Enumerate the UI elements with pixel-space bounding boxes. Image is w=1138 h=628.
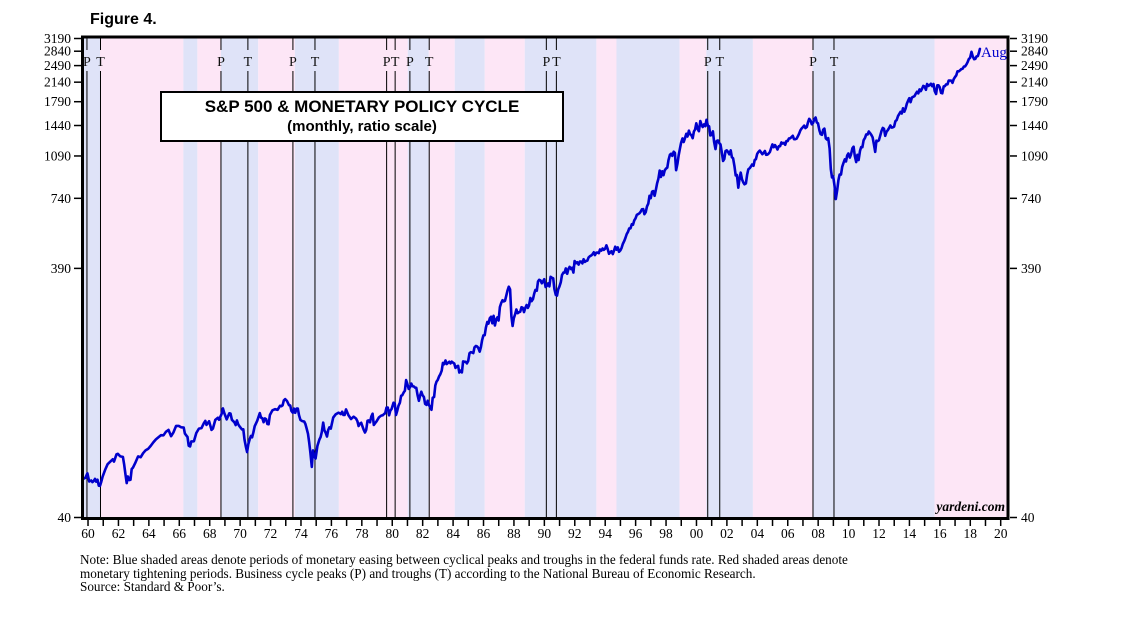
x-tick-label: 08	[811, 526, 825, 541]
y-tick-label-left: 2490	[44, 58, 71, 73]
x-tick-label: 02	[720, 526, 734, 541]
x-tick-label: 82	[416, 526, 430, 541]
tightening-band	[197, 38, 221, 518]
easing-band	[183, 38, 198, 518]
cycle-marker-label-T: T	[96, 55, 105, 70]
y-tick-label-right: 3190	[1021, 31, 1048, 46]
cycle-marker-label-T: T	[715, 55, 724, 70]
cycle-marker-label-P: P	[542, 55, 550, 70]
cycle-marker-label-P: P	[289, 55, 297, 70]
watermark: yardeni.com	[936, 499, 1005, 514]
y-tick-label-left: 1440	[44, 118, 71, 133]
y-tick-label-right: 390	[1021, 261, 1042, 276]
x-tick-label: 92	[568, 526, 582, 541]
y-tick-label-left: 2140	[44, 75, 71, 90]
tightening-band	[934, 38, 1008, 518]
y-tick-label-right: 40	[1021, 510, 1035, 525]
y-tick-label-right: 1440	[1021, 118, 1048, 133]
y-tick-label-right: 740	[1021, 191, 1042, 206]
cycle-marker-label-P: P	[406, 55, 414, 70]
footnote: Note: Blue shaded areas denote periods o…	[80, 553, 848, 594]
figure-label: Figure 4.	[90, 11, 157, 28]
tightening-band	[752, 38, 813, 518]
x-tick-label: 60	[81, 526, 95, 541]
cycle-marker-label-P: P	[704, 55, 712, 70]
cycle-marker-label-T: T	[552, 55, 561, 70]
chart-title-box: S&P 500 & MONETARY POLICY CYCLE (monthly…	[160, 91, 564, 142]
tightening-band	[679, 38, 707, 518]
tightening-band	[596, 38, 617, 518]
latest-point-label: Aug	[981, 45, 1007, 61]
x-tick-label: 20	[994, 526, 1008, 541]
x-tick-label: 74	[294, 526, 308, 541]
y-tick-label-left: 3190	[44, 31, 71, 46]
y-tick-label-left: 40	[58, 510, 72, 525]
x-tick-label: 76	[325, 526, 339, 541]
y-tick-label-left: 740	[51, 191, 72, 206]
footnote-line-1: Note: Blue shaded areas denote periods o…	[80, 552, 848, 567]
cycle-marker-label-T: T	[391, 55, 400, 70]
x-tick-label: 12	[872, 526, 886, 541]
chart-title: S&P 500 & MONETARY POLICY CYCLE	[204, 97, 520, 116]
y-tick-label-left: 1090	[44, 148, 71, 163]
y-tick-label-left: 2840	[44, 44, 71, 59]
cycle-marker-label-T: T	[425, 55, 434, 70]
x-tick-label: 62	[112, 526, 126, 541]
cycle-marker-label-P: P	[83, 55, 91, 70]
easing-band	[706, 38, 753, 518]
footnote-line-3: Source: Standard & Poor’s.	[80, 579, 225, 595]
cycle-marker-label-T: T	[244, 55, 253, 70]
x-tick-label: 86	[477, 526, 491, 541]
x-tick-label: 68	[203, 526, 217, 541]
x-tick-label: 66	[173, 526, 187, 541]
cycle-marker-label-T: T	[311, 55, 320, 70]
x-tick-label: 84	[446, 526, 460, 541]
cycle-marker-label-T: T	[830, 55, 839, 70]
x-tick-label: 18	[964, 526, 978, 541]
cycle-marker-label-P: P	[809, 55, 817, 70]
x-tick-label: 04	[751, 526, 765, 541]
x-tick-label: 70	[233, 526, 247, 541]
plot-frame	[81, 35, 1010, 520]
x-tick-label: 94	[598, 526, 612, 541]
y-tick-label-right: 1790	[1021, 94, 1048, 109]
x-tick-label: 06	[781, 526, 795, 541]
easing-band	[83, 38, 101, 518]
x-tick-label: 10	[842, 526, 856, 541]
x-tick-label: 00	[690, 526, 704, 541]
chart-subtitle: (monthly, ratio scale)	[287, 118, 437, 135]
x-tick-label: 16	[933, 526, 947, 541]
x-tick-label: 80	[385, 526, 399, 541]
cycle-marker-label-P: P	[217, 55, 225, 70]
y-tick-label-right: 1090	[1021, 148, 1048, 163]
x-tick-label: 88	[507, 526, 521, 541]
x-tick-label: 90	[538, 526, 552, 541]
y-tick-label-right: 2140	[1021, 75, 1048, 90]
y-tick-label-left: 1790	[44, 94, 71, 109]
y-tick-label-right: 2490	[1021, 58, 1048, 73]
x-tick-label: 96	[629, 526, 643, 541]
footnote-line-2: monetary tightening periods. Business cy…	[80, 565, 756, 581]
x-tick-label: 98	[659, 526, 673, 541]
y-tick-label-left: 390	[51, 261, 72, 276]
easing-band	[812, 38, 935, 518]
cycle-marker-label-P: P	[383, 55, 391, 70]
easing-band	[616, 38, 680, 518]
x-tick-label: 78	[355, 526, 369, 541]
x-tick-label: 72	[264, 526, 278, 541]
y-tick-label-right: 2840	[1021, 44, 1048, 59]
x-tick-label: 14	[903, 526, 917, 541]
x-tick-label: 64	[142, 526, 156, 541]
sp500-line	[81, 47, 982, 488]
